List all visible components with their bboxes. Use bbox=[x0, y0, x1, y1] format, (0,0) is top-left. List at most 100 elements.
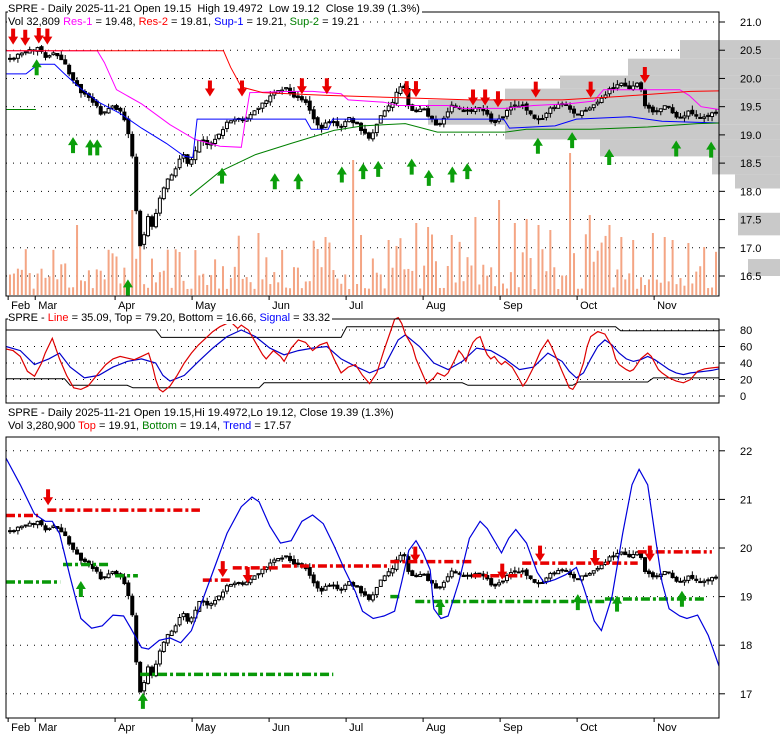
title-segment: Vol 32,809 bbox=[8, 16, 64, 28]
title-segment: Top bbox=[78, 420, 96, 432]
x-tick-label: Sep bbox=[503, 722, 523, 734]
line-indicator bbox=[5, 316, 720, 393]
sell-arrow-icon bbox=[410, 81, 421, 98]
overlay-sup-2 bbox=[189, 122, 720, 197]
y-tick-label: 21.0 bbox=[740, 17, 761, 29]
buy-arrow-icon bbox=[31, 59, 42, 76]
panel3-title-line2: Vol 3,280,900 Top = 19.91, Bottom = 19.1… bbox=[8, 420, 294, 432]
y-tick-label: 18.5 bbox=[740, 158, 761, 170]
panel1-title-line1: SPRE - Daily 2025-11-21 Open 19.15 High … bbox=[8, 3, 422, 15]
panel1-plot-area[interactable] bbox=[6, 12, 719, 296]
y-tick-label: 17.0 bbox=[740, 243, 761, 255]
panel3-plot-area[interactable] bbox=[6, 437, 719, 718]
title-segment: Trend bbox=[222, 420, 252, 432]
y-tick-label: 80 bbox=[740, 325, 752, 337]
buy-arrow-icon bbox=[706, 141, 717, 158]
panel2-plot-area[interactable] bbox=[6, 319, 719, 403]
panel1-title-line2: Vol 32,809 Res-1 = 19.48, Res-2 = 19.81,… bbox=[8, 16, 362, 28]
title-segment: = 33.32 bbox=[290, 312, 331, 324]
sell-arrow-icon bbox=[321, 78, 332, 95]
buy-arrow-icon bbox=[604, 148, 615, 165]
sell-arrow-icon bbox=[401, 81, 412, 98]
y-tick-label: 16.5 bbox=[740, 271, 761, 283]
buy-arrow-icon bbox=[85, 139, 96, 156]
sell-arrow-icon bbox=[468, 89, 479, 106]
buy-arrow-icon bbox=[435, 599, 446, 616]
sell-arrow-icon bbox=[480, 89, 491, 106]
sell-arrow-icon bbox=[237, 80, 248, 97]
sell-arrow-icon bbox=[20, 29, 31, 46]
buy-arrow-icon bbox=[75, 581, 86, 598]
y-tick-label: 40 bbox=[740, 358, 752, 370]
y-tick-label: 19 bbox=[740, 592, 752, 604]
title-segment: = 19.81, bbox=[167, 16, 215, 28]
x-tick-label: May bbox=[195, 722, 216, 734]
trend-line bbox=[5, 457, 720, 667]
x-tick-label: Apr bbox=[118, 722, 135, 734]
sell-arrow-icon bbox=[42, 28, 53, 45]
panel1-daily-chart: 21.0 20.5 20.0 19.5 19.0 18.5 18.0 17.5 17.0 16.5… bbox=[5, 11, 780, 312]
overlay-res-2 bbox=[6, 50, 720, 101]
buy-arrow-icon bbox=[68, 137, 79, 154]
buy-arrow-icon bbox=[137, 692, 148, 709]
buy-arrow-icon bbox=[122, 279, 133, 296]
y-tick-label: 18 bbox=[740, 640, 752, 652]
panel3-title-line1: SPRE - Daily 2025-11-21 Open 19.15,Hi 19… bbox=[8, 407, 396, 419]
sell-arrow-icon bbox=[589, 549, 600, 566]
title-segment: = 35.09, Top = 79.20, Bottom = 16.66, bbox=[68, 312, 260, 324]
y-tick-label: 0 bbox=[740, 391, 746, 403]
buy-arrow-icon bbox=[406, 158, 417, 175]
y-tick-label: 17 bbox=[740, 689, 752, 701]
x-tick-label: Jun bbox=[272, 300, 290, 312]
buy-arrow-icon bbox=[447, 166, 458, 183]
title-segment: Vol 3,280,900 bbox=[8, 420, 79, 432]
y-tick-label: 19.5 bbox=[740, 102, 761, 114]
buy-arrow-icon bbox=[336, 166, 347, 183]
title-segment: = 19.14, bbox=[176, 420, 223, 432]
overlay-sup-1 bbox=[6, 63, 720, 159]
y-tick-label: 18.0 bbox=[740, 186, 761, 198]
panel3-band-segments bbox=[6, 508, 712, 677]
title-segment: = 19.48, bbox=[92, 16, 139, 28]
x-tick-label: Sep bbox=[503, 300, 523, 312]
title-segment: = 19.91, bbox=[95, 420, 143, 432]
panel1-y-axis: 21.0 20.5 20.0 19.5 19.0 18.5 18.0 17.5 17.0 16.5 bbox=[719, 17, 761, 283]
buy-arrow-icon bbox=[612, 595, 623, 612]
title-segment: Sup-2 bbox=[289, 16, 320, 28]
sell-arrow-icon bbox=[296, 78, 307, 95]
y-tick-label: 21 bbox=[740, 494, 752, 506]
panel2-y-axis: 80 60 40 20 0 bbox=[719, 325, 752, 403]
x-tick-label: Nov bbox=[657, 722, 677, 734]
panel1-overlay-lines bbox=[6, 50, 720, 197]
buy-arrow-icon bbox=[423, 169, 434, 186]
top-band-line bbox=[6, 326, 719, 338]
sell-arrow-icon bbox=[242, 566, 253, 583]
sell-arrow-icon bbox=[8, 28, 19, 45]
buy-arrow-icon bbox=[373, 160, 384, 177]
buy-arrow-icon bbox=[532, 137, 543, 154]
y-tick-label: 20 bbox=[740, 543, 752, 555]
title-segment: Res-2 bbox=[138, 16, 168, 28]
buy-arrow-icon bbox=[92, 139, 103, 156]
x-tick-label: Jul bbox=[349, 722, 363, 734]
y-tick-label: 20.0 bbox=[740, 73, 761, 85]
buy-arrow-icon bbox=[358, 163, 369, 180]
y-tick-label: 20 bbox=[740, 375, 752, 387]
panel1-x-axis: Feb Mar Apr May Jun Jul Aug Sep Oct Nov bbox=[7, 296, 677, 312]
sell-arrow-icon bbox=[217, 561, 228, 578]
title-segment: = 19.21, bbox=[243, 16, 290, 28]
x-tick-label: Nov bbox=[657, 300, 677, 312]
sell-arrow-icon bbox=[535, 545, 546, 562]
x-tick-label: May bbox=[195, 300, 216, 312]
x-tick-label: Oct bbox=[580, 300, 597, 312]
panel3-signal-arrows bbox=[43, 489, 687, 709]
x-tick-label: Oct bbox=[580, 722, 597, 734]
sell-arrow-icon bbox=[530, 81, 541, 98]
panel1-volume-bars bbox=[9, 153, 717, 295]
y-tick-label: 19.0 bbox=[740, 130, 761, 142]
title-segment: Signal bbox=[259, 312, 291, 324]
panel3-border bbox=[5, 436, 720, 719]
sell-arrow-icon bbox=[410, 546, 421, 563]
